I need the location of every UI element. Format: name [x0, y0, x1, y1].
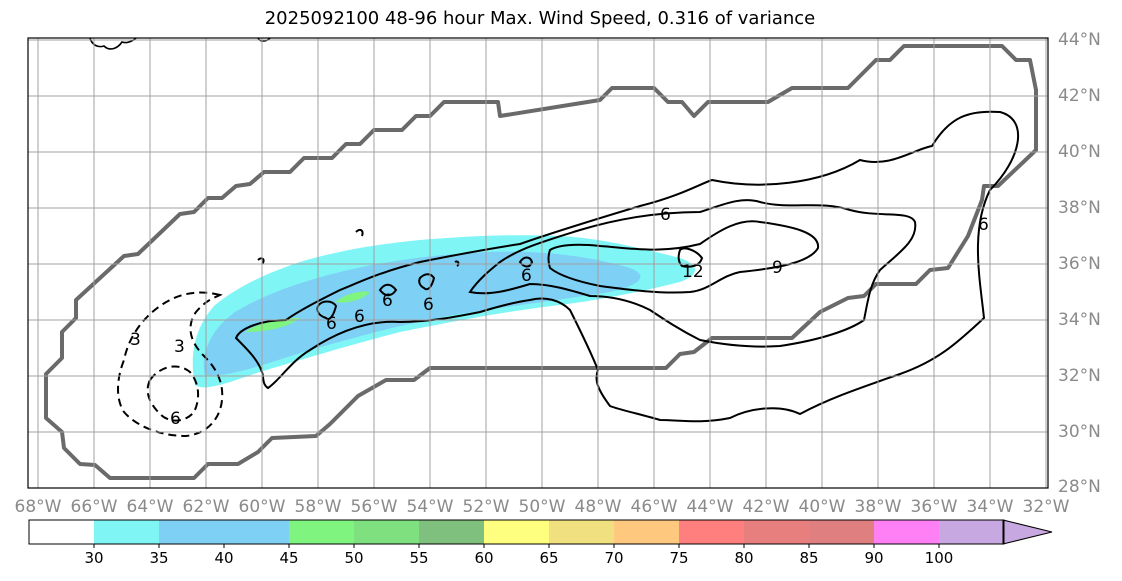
contour-labels: 6 12 9 6 6 6 6 6 6 3 6 3	[130, 205, 989, 429]
colorbar-frame	[28, 519, 1005, 545]
contour-6-inner	[468, 199, 917, 348]
colorbar-segment	[809, 520, 874, 544]
grid	[28, 38, 1048, 489]
lon-label: 52°W	[463, 497, 510, 517]
colorbar-segment	[939, 520, 1004, 544]
coastline	[89, 38, 137, 50]
colorbar-tick-label: 45	[279, 549, 298, 567]
colorbar-tick-label: 85	[799, 549, 818, 567]
contour-12	[677, 247, 704, 268]
contour-label: 6	[382, 291, 393, 311]
contour-small-b	[378, 283, 398, 297]
contour-label: 6	[354, 307, 365, 327]
lat-label: 36°N	[1058, 254, 1101, 274]
colorbar-tick-label: 80	[734, 549, 753, 567]
colorbar-tick-label: 40	[214, 549, 233, 567]
contour-label: 9	[772, 258, 783, 278]
contour-small-f	[257, 257, 265, 265]
lon-label: 34°W	[967, 497, 1014, 517]
colorbar-segment	[484, 520, 549, 544]
contour-9	[547, 220, 820, 294]
lon-label: 38°W	[855, 497, 902, 517]
lat-label: 40°N	[1058, 142, 1101, 162]
contour-6-outer	[234, 110, 1019, 423]
lon-label: 54°W	[407, 497, 454, 517]
colorbar-tick-label: 70	[604, 549, 623, 567]
colorbar-segment	[549, 520, 614, 544]
contour-dashed-3	[117, 291, 224, 438]
wind-fill-45b	[335, 291, 370, 303]
contour-small-g	[454, 260, 460, 267]
lat-label: 44°N	[1058, 30, 1101, 50]
lat-label: 34°N	[1058, 310, 1101, 330]
contour-label: 3	[130, 330, 141, 350]
lon-label: 56°W	[351, 497, 398, 517]
domain-boundary	[44, 44, 1038, 480]
lon-label: 66°W	[71, 497, 118, 517]
lon-label: 50°W	[519, 497, 566, 517]
colorbar-segment	[29, 520, 94, 544]
contour-label: 12	[682, 262, 704, 282]
colorbar-extension	[1002, 519, 1053, 545]
colorbar-tick-label: 55	[409, 549, 428, 567]
lon-label: 32°W	[1023, 497, 1070, 517]
colorbar-tick-label: 60	[474, 549, 493, 567]
colorbar-segment	[679, 520, 744, 544]
lon-label: 42°W	[743, 497, 790, 517]
lon-label: 60°W	[239, 497, 286, 517]
lat-label: 30°N	[1058, 422, 1101, 442]
contour-small-d	[518, 256, 534, 268]
lon-label: 40°W	[799, 497, 846, 517]
colorbar-segment	[224, 520, 289, 544]
lat-labels: 44°N 42°N 40°N 38°N 36°N 34°N 32°N 30°N …	[1058, 30, 1101, 497]
contour-small-a	[316, 300, 338, 320]
wind-fill-45	[245, 318, 300, 332]
colorbar-tick-label: 65	[539, 549, 558, 567]
colorbar-segment	[614, 520, 679, 544]
wind-fill-35	[203, 251, 641, 376]
contour-label: 6	[521, 266, 532, 286]
contour-dashed-6	[146, 365, 200, 422]
colorbar-segment	[419, 520, 484, 544]
lon-label: 62°W	[183, 497, 230, 517]
contour-label: 6	[660, 205, 671, 225]
lat-label: 32°N	[1058, 366, 1101, 386]
colorbar-segment	[744, 520, 809, 544]
map-title: 2025092100 48-96 hour Max. Wind Speed, 0…	[264, 8, 816, 29]
colorbar: 30 35 40 45 50 55 60 65 70 75 80 85 90 100	[28, 519, 1053, 567]
map-frame	[27, 37, 1049, 489]
contour-label: 6	[326, 314, 337, 334]
colorbar-segment	[289, 520, 354, 544]
lon-label: 68°W	[15, 497, 62, 517]
lon-label: 58°W	[295, 497, 342, 517]
lon-label: 64°W	[127, 497, 174, 517]
contour-label: 6	[170, 409, 181, 429]
colorbar-segment	[354, 520, 419, 544]
lat-label: 28°N	[1058, 477, 1101, 497]
lon-label: 36°W	[911, 497, 958, 517]
lon-label: 46°W	[631, 497, 678, 517]
lat-label: 42°N	[1058, 86, 1101, 106]
lon-label: 48°W	[575, 497, 622, 517]
colorbar-tick-label: 90	[864, 549, 883, 567]
colorbar-segment	[159, 520, 224, 544]
lat-label: 38°N	[1058, 198, 1101, 218]
lon-labels: 68°W 66°W 64°W 62°W 60°W 58°W 56°W 54°W …	[15, 497, 1070, 517]
coastline-b	[257, 38, 271, 42]
colorbar-segment	[94, 520, 159, 544]
colorbar-tick-label: 30	[84, 549, 103, 567]
colorbar-segment	[874, 520, 939, 544]
colorbar-tick-label: 50	[344, 549, 363, 567]
contour-label: 6	[978, 215, 989, 235]
colorbar-tick-label: 35	[149, 549, 168, 567]
colorbar-tick-label: 100	[925, 549, 954, 567]
contour-label: 6	[423, 295, 434, 315]
lon-label: 44°W	[687, 497, 734, 517]
contour-small-e	[355, 228, 364, 237]
contour-label: 3	[174, 337, 185, 357]
colorbar-tick-label: 75	[669, 549, 688, 567]
